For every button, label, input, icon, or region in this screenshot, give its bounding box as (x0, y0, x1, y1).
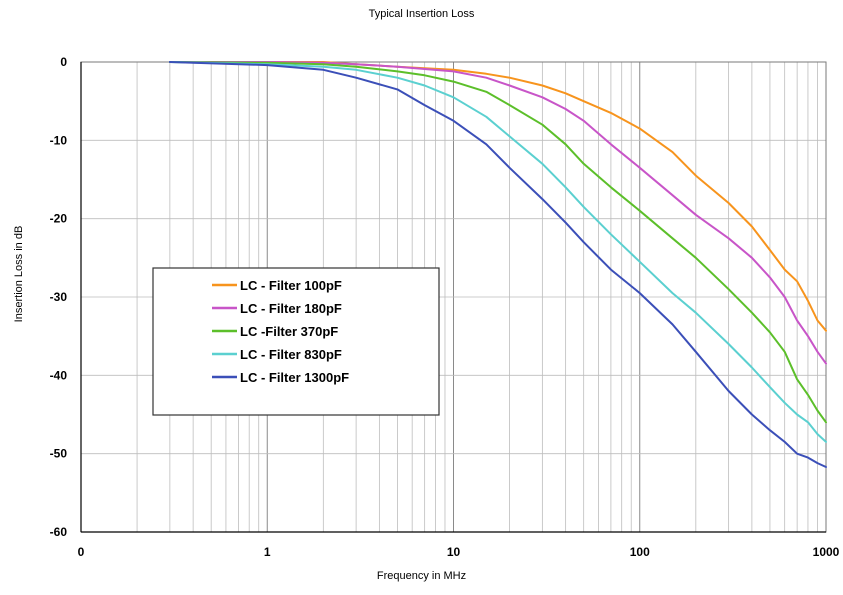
tick-labels: 0 1 10 100 1000 0 -10 -20 -30 -40 -50 -60 (50, 55, 840, 559)
axes (80, 61, 827, 533)
legend-box (152, 267, 440, 416)
legend-label: LC - Filter 1300pF (240, 370, 349, 385)
series-line-5 (168, 61, 827, 468)
series-line-4 (168, 61, 827, 443)
x-tick-label: 1 (264, 545, 271, 559)
legend-label: LC -Filter 370pF (240, 324, 338, 339)
series-line-2 (168, 61, 827, 365)
chart-title: Typical Insertion Loss (368, 8, 475, 20)
y-tick-label: -40 (50, 368, 68, 382)
y-tick-label: 0 (60, 55, 67, 69)
legend-label: LC - Filter 100pF (240, 278, 342, 293)
legend-label: LC - Filter 830pF (240, 347, 342, 362)
x-tick-label: 100 (630, 545, 650, 559)
legend: LC - Filter 100pF LC - Filter 180pF LC -Fi… (152, 267, 440, 416)
legend-label: LC - Filter 180pF (240, 301, 342, 316)
x-axis-label: Frequency in MHz (376, 570, 467, 582)
y-tick-label: -10 (50, 133, 68, 147)
y-tick-label: -20 (50, 212, 68, 226)
y-tick-label: -60 (50, 525, 68, 539)
x-tick-label: 0 (78, 545, 85, 559)
x-tick-label: 10 (447, 545, 461, 559)
y-tick-label: -30 (50, 290, 68, 304)
series-lines (168, 61, 827, 468)
y-tick-label: -50 (50, 447, 68, 461)
series-line-3 (168, 61, 827, 424)
x-tick-label: 1000 (813, 545, 840, 559)
